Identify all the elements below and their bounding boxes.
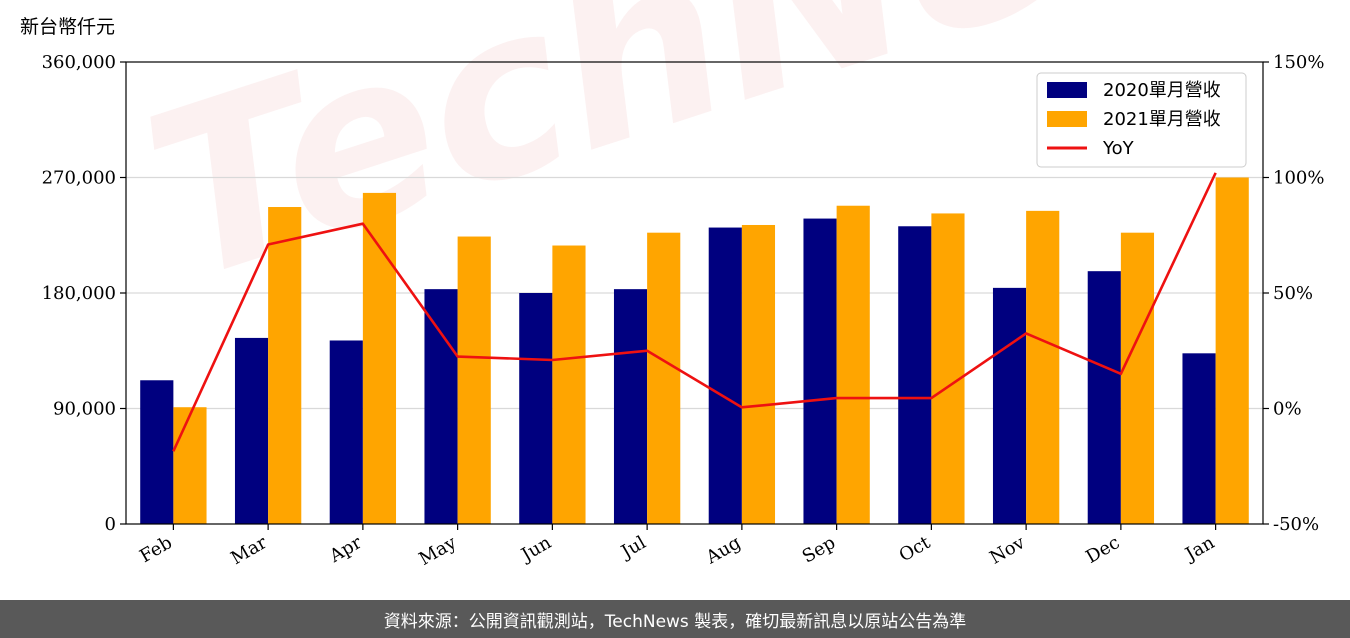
- bars-layer: [140, 177, 1249, 525]
- left-tick-label: 0: [105, 514, 116, 535]
- legend-label-2: 2021單月營收: [1103, 109, 1221, 130]
- x-tick-label-feb: Feb: [136, 532, 176, 567]
- x-tick-label-may: May: [416, 532, 461, 570]
- bar-2020-mar: [234, 337, 269, 524]
- bar-2020-dec: [1087, 271, 1121, 524]
- x-tick-label-apr: Apr: [325, 532, 365, 567]
- bar-2020-feb: [140, 380, 174, 524]
- legend-label-3: YoY: [1102, 138, 1135, 159]
- bar-2020-jun: [519, 293, 553, 524]
- x-tick-label-aug: Aug: [702, 532, 745, 569]
- bar-2021-jun: [552, 245, 586, 524]
- bar-2020-aug: [708, 227, 742, 525]
- grid-layer: [126, 176, 1263, 410]
- bar-2020-oct: [898, 226, 932, 524]
- bar-2020-jul: [613, 289, 648, 524]
- bar-2021-jan: [1215, 177, 1249, 524]
- x-tick-label-jul: Jul: [616, 532, 650, 564]
- bar-2021-dec: [1120, 232, 1155, 524]
- left-tick-label: 270,000: [42, 168, 116, 189]
- x-tick-label-mar: Mar: [227, 532, 271, 569]
- left-tick-label: 180,000: [42, 283, 116, 304]
- right-tick-label: -50%: [1273, 514, 1319, 535]
- x-tick-label-jun: Jun: [516, 532, 555, 567]
- legend-swatch-1: [1047, 82, 1087, 98]
- bar-2021-feb: [173, 407, 207, 524]
- x-tick-label-oct: Oct: [896, 532, 935, 567]
- bar-2021-mar: [268, 207, 302, 524]
- x-tick-label-nov: Nov: [986, 532, 1029, 569]
- right-tick-label: 100%: [1273, 168, 1324, 189]
- right-tick-label: 0%: [1273, 399, 1302, 420]
- bar-2021-aug: [741, 224, 776, 524]
- bar-2020-jan: [1182, 353, 1216, 524]
- source-footer: 資料來源：公開資訊觀測站，TechNews 製表，確切最新訊息以原站公告為準: [0, 600, 1350, 638]
- left-tick-label: 90,000: [53, 399, 116, 420]
- bar-2021-oct: [931, 213, 965, 524]
- legend-label-1: 2020單月營收: [1103, 80, 1221, 101]
- chart: 0 90,000 180,000 270,000 360,000 -50% 0% 50% 100…: [42, 52, 1325, 570]
- right-tick-label: 150%: [1273, 52, 1324, 73]
- bar-2020-sep: [803, 218, 837, 525]
- x-tick-label-sep: Sep: [799, 532, 839, 567]
- unit-label: 新台幣仟元: [20, 16, 116, 38]
- bar-2020-nov: [992, 287, 1027, 524]
- left-tick-label: 360,000: [42, 52, 116, 73]
- bar-2021-may: [457, 236, 491, 525]
- legend-swatch-2: [1047, 111, 1087, 127]
- right-tick-label: 50%: [1273, 283, 1313, 304]
- bar-2021-jul: [647, 232, 681, 524]
- x-tick-label-jan: Jan: [1180, 532, 1218, 566]
- yoy-line-layer: [172, 172, 1217, 452]
- legend-box: [1036, 72, 1247, 168]
- x-tick-label-dec: Dec: [1082, 532, 1123, 568]
- yoy-line: [172, 172, 1217, 452]
- bar-2021-sep: [836, 205, 870, 524]
- bar-2020-may: [424, 289, 458, 524]
- legend: 2020單月營收 2021單月營收 YoY: [1036, 72, 1247, 168]
- bar-2021-nov: [1026, 210, 1060, 524]
- bar-2021-apr: [362, 192, 397, 524]
- bar-2020-apr: [329, 340, 363, 524]
